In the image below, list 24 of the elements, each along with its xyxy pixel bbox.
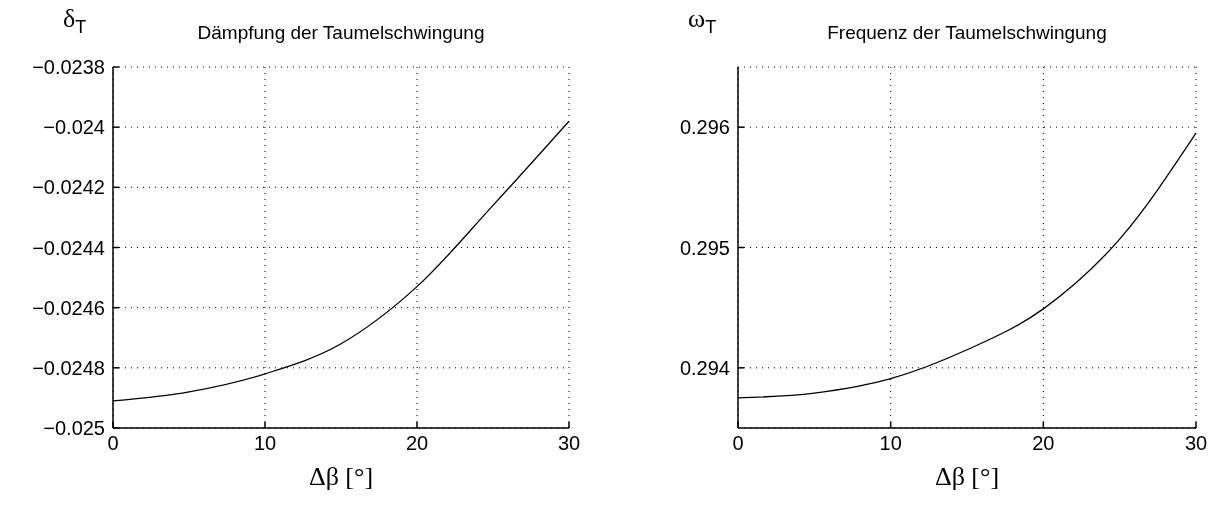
y-tick-label: 0.294 [679, 356, 730, 379]
x-tick-label: 30 [557, 432, 581, 455]
x-axis-title: Δβ [°] [933, 462, 1001, 492]
x-tick-label: 20 [1032, 432, 1055, 455]
chart-title: Dämpfung der Taumelschwingung [196, 22, 486, 44]
y-tick-label: −0.0238 [32, 56, 105, 79]
x-tick-label: 10 [253, 432, 277, 455]
x-axis-title: Δβ [°] [307, 462, 375, 492]
chart-title: Frequenz der Taumelschwingung [826, 22, 1108, 44]
x-tick-label: 0 [107, 432, 119, 455]
x-tick-label: 20 [405, 432, 429, 455]
y-tick-label: −0.0244 [32, 236, 105, 259]
y-axis-title: ω$_{T}$ [688, 4, 717, 39]
y-tick-label: 0.296 [679, 116, 730, 139]
y-tick-label: −0.0248 [32, 356, 105, 379]
x-tick-label: 10 [879, 432, 902, 455]
y-tick-label: 0.295 [679, 236, 730, 259]
y-tick-label: −0.024 [43, 116, 105, 139]
x-tick-label: 0 [732, 432, 744, 455]
y-tick-label: −0.025 [43, 417, 105, 440]
x-tick-label: 30 [1184, 432, 1208, 455]
y-axis-title: δ$_{T}$ [63, 4, 87, 39]
y-tick-label: −0.0246 [32, 296, 105, 319]
y-tick-label: −0.0242 [32, 176, 105, 199]
